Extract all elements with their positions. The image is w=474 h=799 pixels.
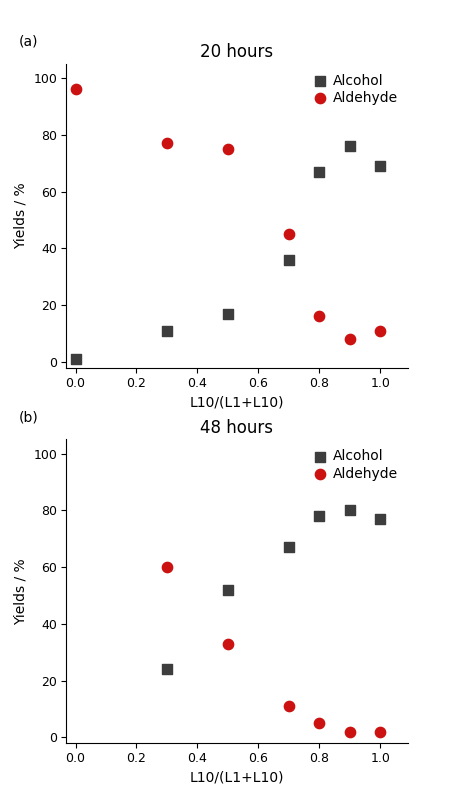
- Alcohol: [316, 510, 323, 523]
- Alcohol: [376, 512, 384, 525]
- Aldehyde: [163, 561, 171, 574]
- Alcohol: [376, 160, 384, 173]
- Alcohol: [72, 352, 79, 365]
- X-axis label: L10/(L1+L10): L10/(L1+L10): [190, 771, 284, 785]
- Aldehyde: [316, 717, 323, 729]
- Alcohol: [346, 504, 354, 517]
- Alcohol: [163, 663, 171, 676]
- Alcohol: [224, 583, 232, 596]
- Text: (b): (b): [18, 410, 38, 424]
- Aldehyde: [224, 143, 232, 156]
- Aldehyde: [346, 332, 354, 345]
- Aldehyde: [376, 725, 384, 738]
- Aldehyde: [316, 310, 323, 323]
- Y-axis label: Yields / %: Yields / %: [14, 182, 28, 249]
- Alcohol: [346, 140, 354, 153]
- Aldehyde: [163, 137, 171, 149]
- Title: 20 hours: 20 hours: [201, 43, 273, 61]
- X-axis label: L10/(L1+L10): L10/(L1+L10): [190, 396, 284, 409]
- Alcohol: [316, 165, 323, 178]
- Aldehyde: [346, 725, 354, 738]
- Alcohol: [285, 253, 292, 266]
- Aldehyde: [376, 324, 384, 337]
- Aldehyde: [285, 228, 292, 240]
- Aldehyde: [72, 83, 79, 96]
- Title: 48 hours: 48 hours: [201, 419, 273, 436]
- Text: (a): (a): [18, 34, 38, 49]
- Y-axis label: Yields / %: Yields / %: [14, 558, 28, 625]
- Alcohol: [224, 308, 232, 320]
- Legend: Alcohol, Aldehyde: Alcohol, Aldehyde: [310, 71, 401, 108]
- Aldehyde: [224, 638, 232, 650]
- Aldehyde: [285, 700, 292, 713]
- Legend: Alcohol, Aldehyde: Alcohol, Aldehyde: [310, 447, 401, 483]
- Alcohol: [285, 541, 292, 554]
- Alcohol: [163, 324, 171, 337]
